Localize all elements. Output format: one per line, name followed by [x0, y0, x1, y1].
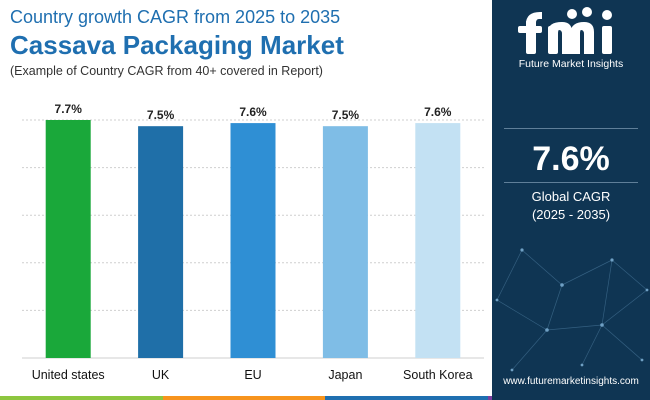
sidebar-panel: Future Market Insights 7.6% Global CAGR … [492, 0, 650, 400]
logo-text: Future Market Insights [518, 58, 624, 70]
fmi-logo [518, 7, 612, 54]
bar [45, 120, 91, 358]
global-cagr-period: (2025 - 2035) [531, 207, 611, 222]
chart-title: Cassava Packaging Market [10, 30, 344, 60]
category-label: United states [32, 368, 105, 382]
stripe-blue [325, 396, 488, 400]
chart-note: (Example of Country CAGR from 40+ covere… [10, 64, 323, 78]
global-cagr-title: Global CAGR [531, 189, 611, 204]
divider-middle [504, 182, 638, 183]
category-label: EU [244, 368, 261, 382]
chart-header: Country growth CAGR from 2025 to 2035 Ca… [10, 6, 490, 79]
data-label: 7.6% [424, 105, 452, 119]
stripe-orange [162, 396, 325, 400]
bar-chart: 7.7% United states 7.5% UK 7.6% EU 7.5% Japan 7.… [0, 96, 490, 396]
data-label: 7.6% [239, 105, 267, 119]
divider-top [504, 128, 638, 129]
category-label: South Korea [403, 368, 473, 382]
network-decoration [495, 248, 649, 372]
bar [415, 123, 461, 358]
bar [230, 123, 276, 358]
data-label: 7.5% [332, 108, 360, 122]
category-label: Japan [328, 368, 362, 382]
stripe-green [0, 396, 163, 400]
category-label: UK [152, 368, 170, 382]
website-url: www.futuremarketinsights.com [503, 376, 639, 387]
data-label: 7.7% [55, 102, 83, 116]
bar-chart-svg: 7.7% United states 7.5% UK 7.6% EU 7.5% Japan 7.… [22, 102, 484, 382]
bar [322, 126, 368, 358]
bar [138, 126, 184, 358]
chart-subtitle: Country growth CAGR from 2025 to 2035 [10, 7, 341, 27]
global-cagr-label: Global CAGR (2025 - 2035) [492, 188, 650, 224]
data-label: 7.5% [147, 108, 175, 122]
global-cagr-value: 7.6% [532, 140, 610, 178]
